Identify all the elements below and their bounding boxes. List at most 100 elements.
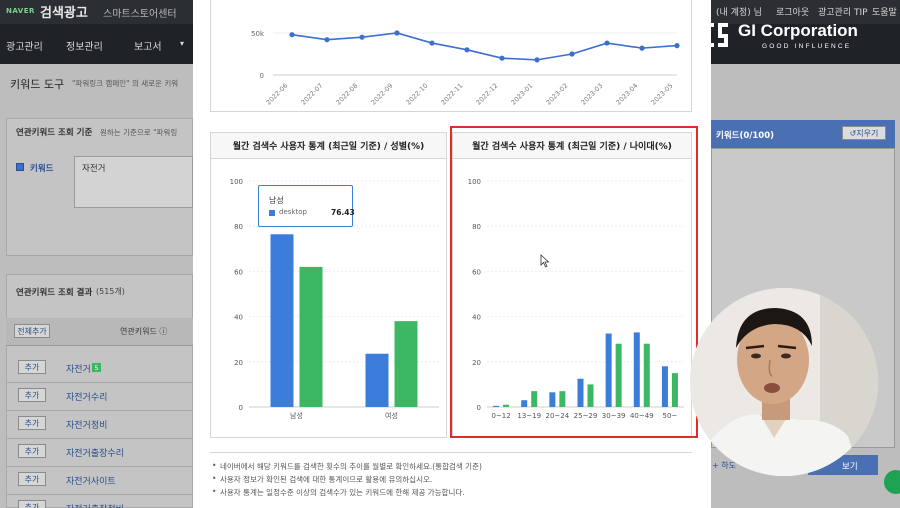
bar[interactable]	[605, 333, 612, 407]
x-tick-label: 40~49	[630, 412, 654, 420]
data-point[interactable]	[324, 37, 330, 43]
bar[interactable]	[671, 373, 678, 407]
help-link[interactable]: 도움말	[872, 8, 897, 18]
chevron-down-icon[interactable]: ▾	[180, 39, 185, 48]
data-point[interactable]	[604, 40, 610, 46]
y-tick-label: 60	[234, 268, 243, 276]
bar[interactable]	[365, 353, 389, 407]
highlight-box	[450, 126, 698, 438]
keyword-label: 키워드	[30, 164, 54, 174]
bar[interactable]	[531, 391, 538, 407]
data-point[interactable]	[394, 30, 400, 36]
add-keyword-button[interactable]: 추가	[18, 472, 46, 486]
data-point[interactable]	[499, 55, 505, 61]
nav-report[interactable]: 보고서	[134, 42, 162, 53]
x-tick-label: 2023-03	[580, 82, 605, 107]
add-keyword-button[interactable]: 추가	[18, 444, 46, 458]
data-point[interactable]	[569, 51, 575, 57]
account-name[interactable]: (내 계정) 님	[716, 8, 762, 18]
data-point[interactable]	[534, 57, 540, 63]
x-tick-label: 13~19	[517, 412, 541, 420]
bar[interactable]	[503, 404, 510, 407]
keyword-row-label[interactable]: 자전거사이트	[66, 477, 116, 487]
chart-tooltip: 남성 desktop 76.43	[258, 185, 355, 227]
age-chart-title: 월간 검색수 사용자 통계 (최근일 기준) / 나이대(%)	[453, 133, 691, 159]
data-point[interactable]	[464, 47, 470, 53]
bar[interactable]	[270, 234, 294, 407]
x-tick-label: 2023-01	[510, 82, 535, 107]
keyword-checkbox[interactable]	[16, 163, 24, 171]
x-tick-label: 2023-05	[650, 82, 675, 107]
data-point[interactable]	[674, 43, 680, 49]
clear-label: 지우기	[856, 128, 879, 138]
bar[interactable]	[661, 366, 668, 407]
add-keyword-button[interactable]: 추가	[18, 416, 46, 430]
y-tick-label: 20	[472, 359, 481, 367]
x-tick-label: 25~29	[574, 412, 598, 420]
gender-chart-title: 월간 검색수 사용자 통계 (최근일 기준) / 성별(%)	[211, 133, 446, 159]
data-point[interactable]	[639, 45, 645, 51]
data-point[interactable]	[359, 34, 365, 40]
nav-info-manage[interactable]: 정보관리	[66, 42, 103, 53]
monthly-trend-chart: 50k 0 2022-06 2022-07 2022-08 2022-09 2022-10 2…	[210, 0, 692, 112]
store-center-link[interactable]: 스마트스토어센터	[103, 9, 177, 20]
result-count: (515개)	[96, 287, 125, 296]
logout-link[interactable]: 로그아웃	[776, 8, 810, 18]
nav-ad-manage[interactable]: 광고관리	[6, 42, 43, 53]
presenter-portrait	[690, 288, 878, 476]
naver-logo: NAVER	[6, 7, 35, 15]
keyword-row-label[interactable]: 자전거	[66, 365, 91, 375]
x-tick-label: 20~24	[546, 412, 570, 420]
keyword-stats-modal: 50k 0 2022-06 2022-07 2022-08 2022-09 2022-10 2…	[193, 0, 711, 508]
y-tick-label: 0	[477, 404, 481, 412]
clear-button[interactable]: ↺ 지우기	[842, 126, 886, 140]
row-divider	[6, 382, 193, 383]
note-item: 사용자 통계는 일정수준 이상의 검색수가 있는 키워드에 한해 제공 가능합니…	[210, 487, 692, 500]
y-tick-label: 20	[234, 359, 243, 367]
x-tick-label: 50~	[663, 412, 678, 420]
bar[interactable]	[643, 343, 650, 407]
row-divider	[6, 494, 193, 495]
y-tick-label: 60	[472, 268, 481, 276]
basket-action-1[interactable]: + 하도	[712, 461, 736, 470]
bar[interactable]	[493, 405, 500, 407]
tip-link[interactable]: 광고관리 TIP	[818, 8, 868, 18]
bar[interactable]	[394, 321, 418, 407]
keyword-row-label[interactable]: 자전거출장정비	[66, 502, 124, 508]
data-point[interactable]	[289, 32, 295, 38]
bar[interactable]	[549, 392, 556, 407]
series-line	[291, 32, 678, 61]
x-tick-label: 2022-07	[300, 82, 325, 107]
keyword-row-label[interactable]: 자전거정비	[66, 421, 108, 431]
keyword-row-label[interactable]: 자전거출장수리	[66, 449, 124, 459]
bar[interactable]	[299, 266, 323, 407]
bar[interactable]	[559, 391, 566, 407]
result-label: 연관키워드 조회 결과	[16, 288, 93, 298]
bar[interactable]	[521, 400, 528, 407]
keyword-row-label[interactable]: 자전거수리	[66, 393, 108, 403]
data-point[interactable]	[429, 40, 435, 46]
related-query-label: 연관키워드 조회 기준	[16, 128, 93, 138]
y-tick-label: 80	[472, 223, 481, 231]
bar[interactable]	[633, 332, 640, 407]
y-tick-label: 100	[468, 178, 481, 186]
add-all-button[interactable]: 전체추가	[14, 324, 50, 338]
keyword-textarea[interactable]	[74, 156, 193, 208]
add-keyword-button[interactable]: 추가	[18, 388, 46, 402]
new-badge: 5	[92, 363, 101, 372]
add-keyword-button[interactable]: 추가	[18, 500, 46, 508]
chat-icon[interactable]	[884, 470, 900, 494]
keyword-value: 자전거	[82, 164, 106, 174]
bar[interactable]	[587, 384, 594, 407]
bar[interactable]	[615, 343, 622, 407]
bar[interactable]	[577, 378, 584, 407]
x-tick-label: 2022-06	[265, 82, 290, 107]
add-keyword-button[interactable]: 추가	[18, 360, 46, 374]
basket-action-2: 보기	[842, 462, 858, 472]
tooltip-swatch	[269, 210, 275, 216]
logo-name: GI Corporation	[738, 21, 858, 40]
row-divider	[6, 438, 193, 439]
notes-list: 네이버에서 해당 키워드를 검색한 횟수의 추이를 월별로 확인하세요.(통합검…	[210, 452, 692, 500]
y-tick-label: 0	[239, 404, 243, 412]
